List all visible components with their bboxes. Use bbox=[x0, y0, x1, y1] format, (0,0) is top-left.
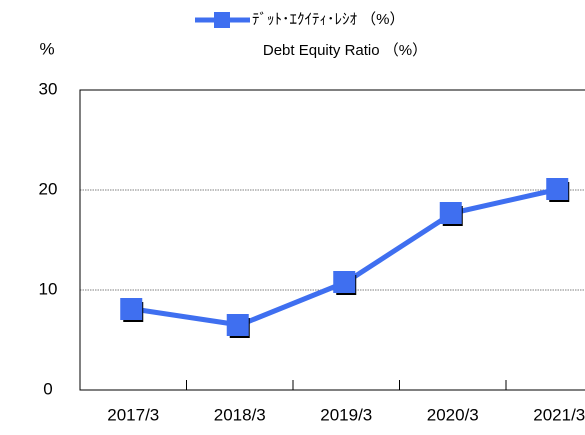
y-tick-label: 10 bbox=[39, 279, 58, 298]
legend-label: ﾃﾞｯﾄ･ｴｸｲﾃｨ･ﾚｼｵ （%） bbox=[252, 11, 405, 28]
marker-face bbox=[333, 271, 356, 293]
x-tick-label: 2020/3 bbox=[427, 405, 479, 424]
y-tick-label: 20 bbox=[39, 179, 58, 198]
marker-face bbox=[120, 298, 143, 320]
marker-face bbox=[439, 202, 462, 224]
marker-face bbox=[226, 314, 249, 336]
y-tick-label: 30 bbox=[39, 79, 58, 98]
plot-border bbox=[79, 89, 585, 391]
x-tick-label: 2021/3 bbox=[533, 405, 585, 424]
y-axis-label: % bbox=[39, 39, 54, 58]
x-tick-label: 2019/3 bbox=[320, 405, 372, 424]
marker bbox=[120, 298, 144, 322]
x-tick-label: 2017/3 bbox=[107, 405, 159, 424]
y-tick-label: 0 bbox=[43, 379, 52, 398]
marker bbox=[226, 314, 250, 338]
marker-face bbox=[546, 178, 569, 200]
marker bbox=[333, 271, 357, 295]
series-line bbox=[132, 186, 560, 328]
legend-marker bbox=[214, 12, 230, 28]
x-tick-label: 2018/3 bbox=[214, 405, 266, 424]
marker bbox=[439, 202, 463, 226]
chart-subtitle: Debt Equity Ratio （%） bbox=[263, 42, 427, 59]
marker bbox=[546, 178, 570, 202]
